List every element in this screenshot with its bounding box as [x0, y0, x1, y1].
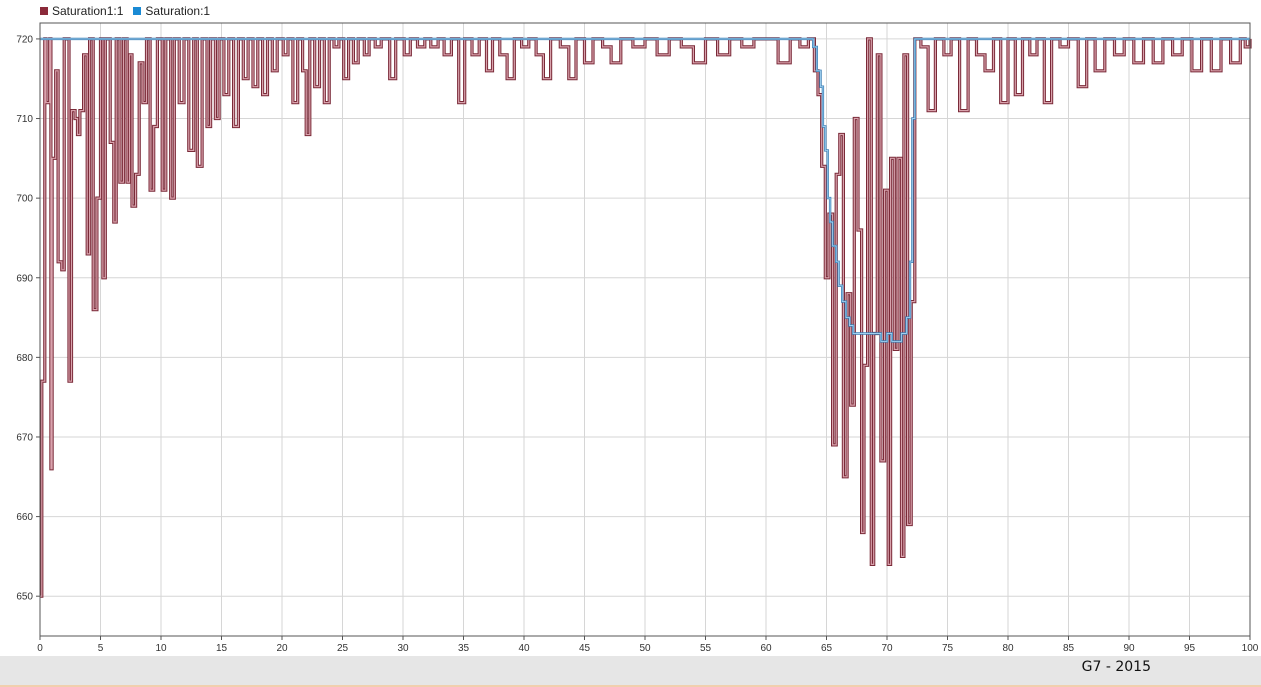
footer-label: G7 - 2015 [1081, 659, 1151, 675]
x-tick-label: 65 [821, 643, 833, 654]
x-tick-label: 40 [518, 643, 530, 654]
legend-label-series-2: Saturation:1 [145, 4, 211, 18]
legend-label-series-1: Saturation1:1 [52, 4, 124, 18]
x-tick-label: 45 [579, 643, 591, 654]
x-tick-label: 70 [881, 643, 893, 654]
x-tick-label: 80 [1002, 643, 1014, 654]
x-tick-label: 5 [98, 643, 104, 654]
x-tick-label: 20 [276, 643, 288, 654]
x-tick-label: 60 [760, 643, 772, 654]
x-tick-label: 95 [1184, 643, 1196, 654]
y-tick-label: 700 [16, 194, 33, 205]
status-bar: G7 - 2015 [0, 656, 1261, 687]
series-layer [40, 37, 1252, 598]
chart-legend: Saturation1:1 Saturation:1 [40, 3, 210, 19]
y-tick-label: 680 [16, 353, 33, 364]
y-tick-label: 690 [16, 273, 33, 284]
axes: 0 5 10 15 20 25 30 35 40 45 50 55 60 65 70 75 80 85 90 95 10… [16, 22, 1259, 654]
x-tick-label: 30 [397, 643, 409, 654]
x-tick-label: 0 [37, 643, 43, 654]
y-tick-label: 720 [16, 34, 33, 45]
x-tick-label: 10 [155, 643, 167, 654]
legend-swatch-series-2 [133, 7, 142, 15]
legend-item-series-2[interactable]: Saturation:1 [133, 4, 210, 18]
x-tick-label: 50 [639, 643, 651, 654]
x-tick-label: 25 [337, 643, 349, 654]
x-tick-label: 100 [1242, 643, 1259, 654]
x-tick-label: 90 [1123, 643, 1135, 654]
legend-swatch-series-1 [40, 7, 48, 15]
x-tick-label: 75 [942, 643, 954, 654]
plot-area[interactable]: 0 5 10 15 20 25 30 35 40 45 50 55 60 65 70 75 80 85 90 95 10… [0, 0, 1261, 656]
y-tick-label: 670 [16, 432, 33, 443]
legend-item-series-1[interactable]: Saturation1:1 [40, 4, 123, 18]
x-tick-label: 55 [700, 643, 712, 654]
x-tick-label: 15 [216, 643, 228, 654]
x-tick-label: 35 [458, 643, 470, 654]
series-2-line [40, 38, 1250, 342]
y-tick-label: 710 [16, 114, 33, 125]
x-tick-label: 85 [1063, 643, 1075, 654]
grid-lines [39, 23, 1251, 636]
y-tick-label: 650 [16, 592, 33, 603]
y-tick-label: 660 [16, 512, 33, 523]
